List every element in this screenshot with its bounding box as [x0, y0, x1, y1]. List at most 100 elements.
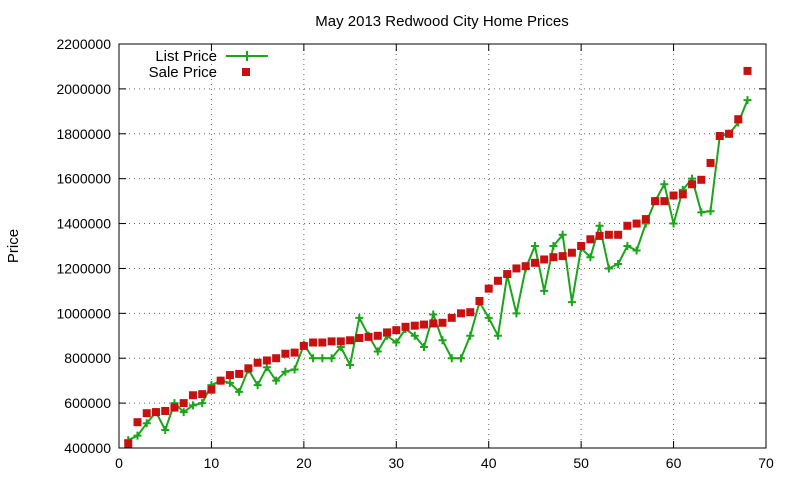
plot-frame: [118, 43, 767, 449]
sale-price-point: [623, 221, 632, 230]
sale-price-point: [456, 309, 465, 318]
sale-price-point: [151, 408, 160, 417]
list-price-point: [188, 401, 197, 410]
sale-price-point: [290, 348, 299, 357]
sale-price-point: [660, 197, 669, 206]
list-price-point: [706, 207, 715, 216]
sale-price-point: [383, 328, 392, 337]
x-tick-label: 60: [666, 455, 682, 471]
sale-price-point: [558, 252, 567, 261]
list-price-point: [392, 338, 401, 347]
sale-price-point: [235, 369, 244, 378]
sale-price-point: [161, 406, 170, 415]
list-price-point: [429, 310, 438, 319]
sale-price-point: [401, 322, 410, 331]
sale-price-point: [429, 319, 438, 328]
sale-price-point: [586, 235, 595, 244]
sale-price-point: [392, 326, 401, 335]
sale-price-point: [336, 337, 345, 346]
list-price-point: [697, 208, 706, 217]
list-price-point: [373, 347, 382, 356]
y-tick-label: 1000000: [56, 305, 111, 321]
sale-price-point: [420, 320, 429, 329]
sale-price-point: [207, 385, 216, 394]
y-tick-label: 2000000: [56, 81, 111, 97]
x-tick-label: 50: [573, 455, 589, 471]
y-tick-label: 1200000: [56, 260, 111, 276]
list-price-point: [660, 180, 669, 189]
list-price-point: [198, 399, 207, 408]
list-price-point: [225, 378, 234, 387]
grid-lines: [119, 44, 766, 448]
sale-price-point: [725, 129, 734, 138]
sale-price-point: [540, 255, 549, 264]
sale-price-point: [614, 230, 623, 239]
list-price-point: [549, 242, 558, 250]
sale-price-point: [447, 313, 456, 322]
sale-price-point: [124, 439, 133, 448]
sale-price-point: [179, 399, 188, 408]
y-tick-label: 800000: [64, 350, 111, 366]
list-price-point: [567, 298, 576, 307]
sale-price-point: [244, 364, 253, 373]
list-price-point: [272, 376, 281, 385]
y-tick-label: 1800000: [56, 126, 111, 142]
list-price-point: [623, 242, 632, 250]
series-sale-price: [124, 66, 752, 448]
list-price-point: [456, 354, 465, 363]
sale-price-point: [216, 376, 225, 385]
sale-price-point: [198, 390, 207, 399]
list-price-point: [604, 264, 613, 273]
list-price-point: [438, 336, 447, 345]
legend-label-sale-price: Sale Price: [149, 64, 217, 81]
sale-price-point: [484, 284, 493, 293]
list-price-point: [235, 387, 244, 396]
list-price-point: [346, 360, 355, 369]
legend-swatch-sale-price: [242, 68, 250, 76]
y-tick-label: 1600000: [56, 171, 111, 187]
sale-price-point: [355, 334, 364, 343]
sale-price-point: [651, 197, 660, 206]
sale-price-point: [503, 270, 512, 279]
list-price-point: [530, 242, 539, 250]
list-price-point: [327, 354, 336, 363]
list-price-point: [410, 331, 419, 340]
sale-price-point: [604, 230, 613, 239]
sale-price-point: [225, 371, 234, 380]
sale-price-point: [530, 258, 539, 267]
list-price-point: [466, 331, 475, 340]
sale-price-point: [346, 336, 355, 345]
sale-price-point: [595, 231, 604, 240]
list-price-point: [179, 408, 188, 417]
sale-price-point: [364, 332, 373, 341]
legend: List Price Sale Price: [149, 48, 268, 81]
x-tick-label: 20: [296, 455, 312, 471]
x-tick-label: 70: [758, 455, 774, 471]
list-price-point: [512, 309, 521, 318]
sale-price-point: [632, 219, 641, 228]
sale-price-point: [466, 308, 475, 317]
list-price-point: [318, 354, 327, 363]
y-tick-label: 400000: [64, 440, 111, 456]
sale-price-point: [272, 354, 281, 363]
x-tick-label: 30: [388, 455, 404, 471]
series-list-price: [124, 96, 752, 445]
sale-price-point: [299, 341, 308, 350]
sale-price-point: [170, 403, 179, 412]
list-price-point: [586, 253, 595, 262]
sale-price-point: [549, 253, 558, 262]
sale-price-point: [262, 356, 271, 365]
list-price-point: [142, 419, 151, 428]
y-axis-label: Price: [5, 229, 22, 263]
sale-price-point: [253, 358, 262, 367]
sale-price-point: [734, 115, 743, 124]
list-price-point: [632, 246, 641, 255]
x-tick-label: 0: [115, 455, 123, 471]
series-layer: [124, 66, 752, 448]
axis-ticks: [118, 43, 767, 449]
x-tick-labels: 0 10 20 30 40 50 60 70: [115, 455, 774, 471]
y-tick-label: 600000: [64, 395, 111, 411]
list-price-point: [133, 431, 142, 440]
sale-price-point: [512, 264, 521, 273]
